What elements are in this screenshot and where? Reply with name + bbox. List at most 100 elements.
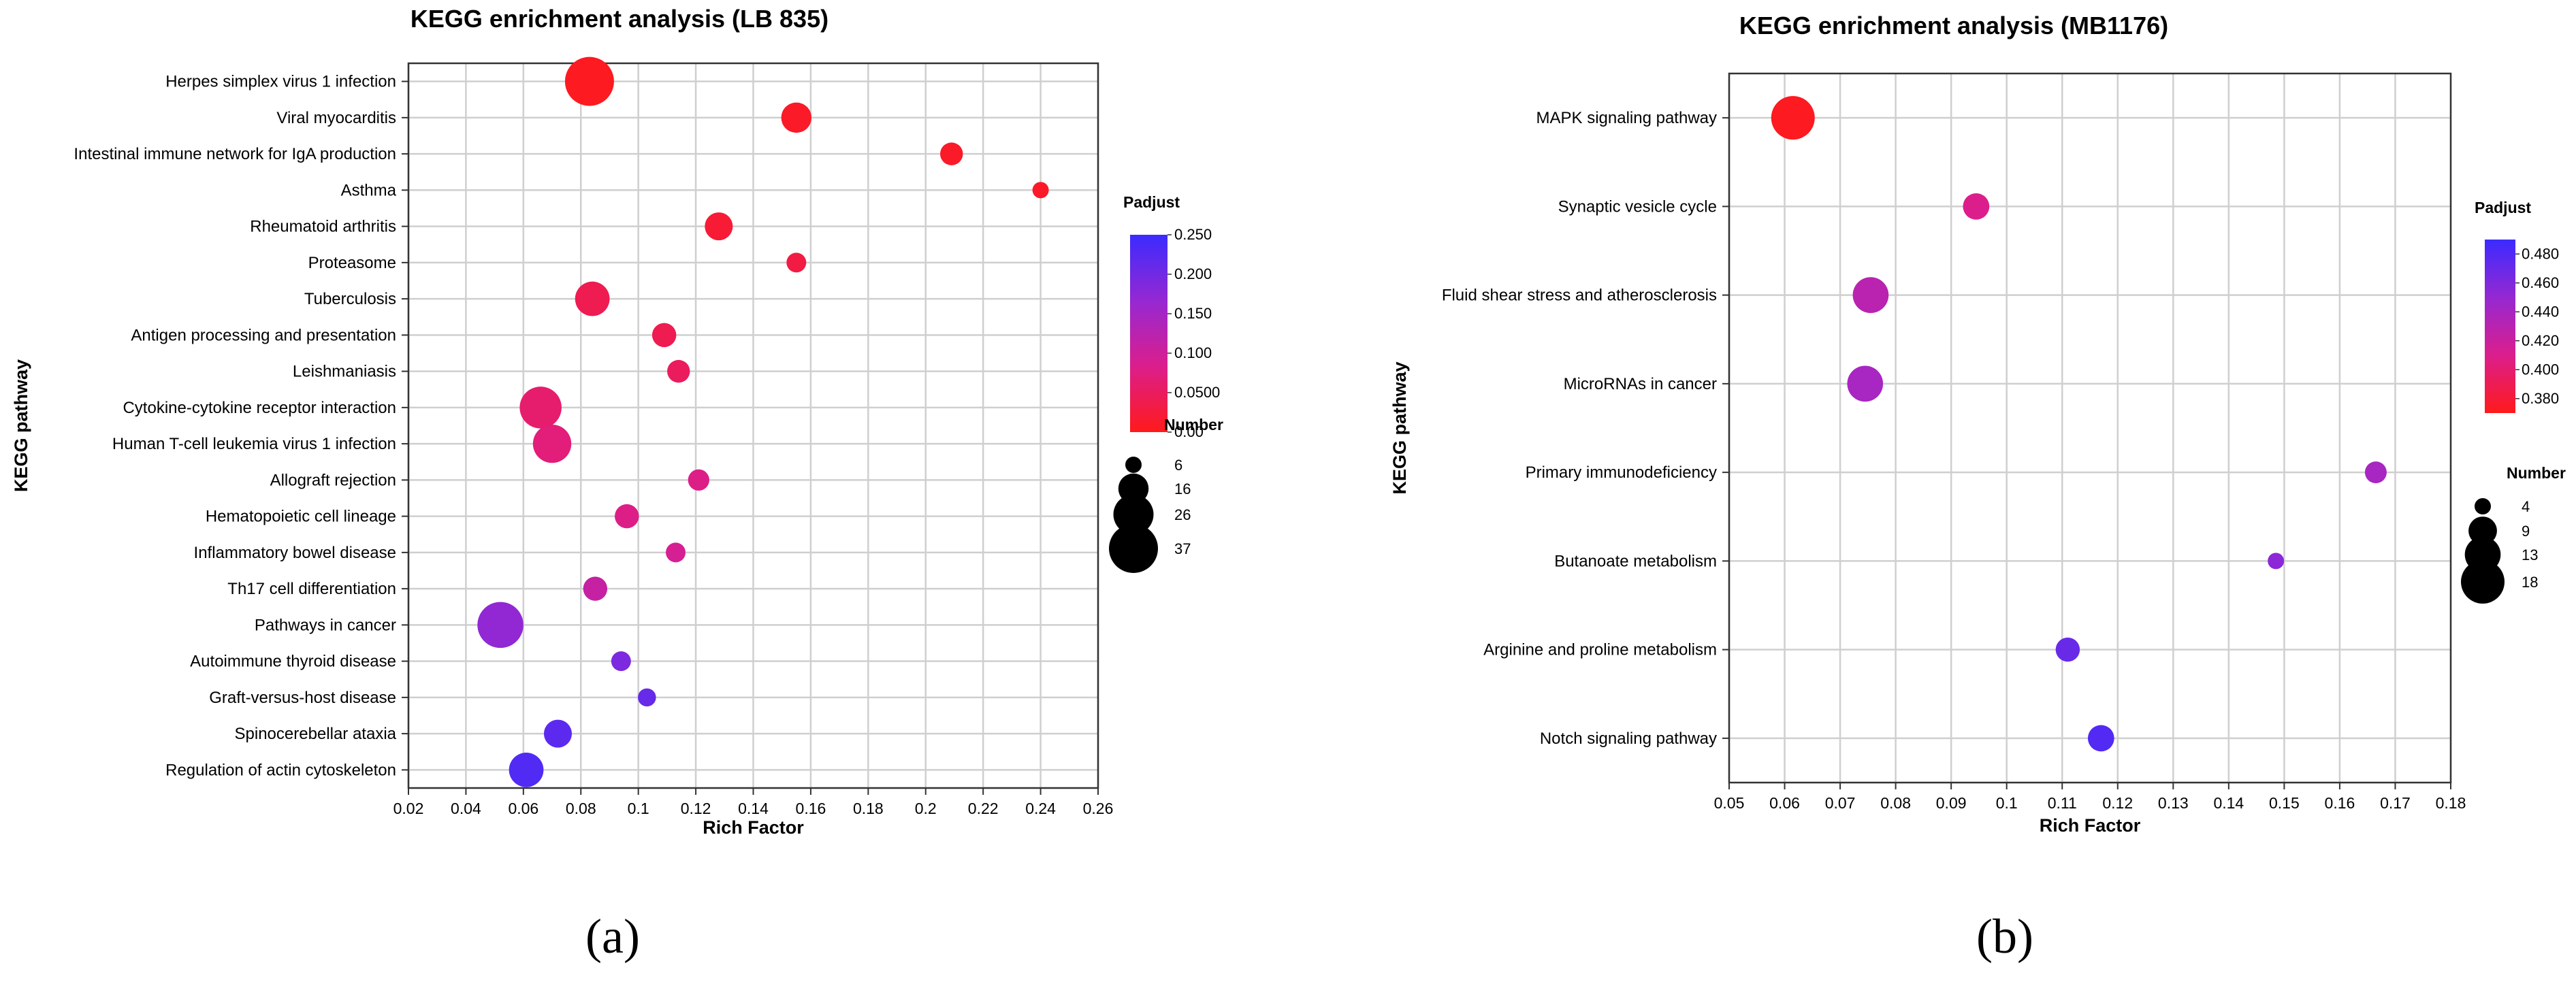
data-point [638, 688, 656, 707]
category-label: Herpes simplex virus 1 infection [165, 73, 396, 91]
category-label: Spinocerebellar ataxia [235, 725, 397, 743]
y-axis-title: KEGG pathway [1389, 361, 1410, 494]
color-bar [2485, 240, 2515, 413]
category-label: Asthma [341, 181, 397, 199]
size-legend-dot [1125, 457, 1142, 473]
category-label: Synaptic vesicle cycle [1558, 197, 1717, 216]
x-tick-label: 0.06 [508, 800, 538, 817]
category-label: Leishmaniasis [293, 363, 396, 381]
data-point [1963, 193, 1990, 220]
color-tick-label: 0.440 [2522, 303, 2559, 320]
chart-panel-b: KEGG enrichment analysis (MB1176) 0.05 0.0… [1389, 12, 2566, 964]
data-point [786, 252, 807, 273]
category-label: Pathways in cancer [255, 616, 396, 634]
x-tick-label: 0.1 [628, 800, 649, 817]
data-point [651, 323, 677, 348]
color-tick-label: 0.400 [2522, 361, 2559, 378]
grid [407, 63, 1099, 788]
size-legend-label: 18 [2522, 574, 2538, 591]
data-point [705, 212, 733, 241]
x-tick-label: 0.08 [566, 800, 596, 817]
x-tick-label: 0.09 [1936, 794, 1967, 812]
size-legend-dot [1113, 494, 1154, 535]
x-axis-title: Rich Factor [2040, 815, 2141, 836]
color-legend-title: Padjust [2475, 199, 2531, 216]
color-tick-label: 0.480 [2522, 245, 2559, 262]
data-point [615, 504, 639, 529]
data-point [1852, 277, 1889, 313]
x-tick-label: 0.24 [1025, 800, 1056, 817]
category-label: Butanoate metabolism [1554, 552, 1717, 570]
data-point [543, 719, 573, 748]
x-tick-label: 0.1 [1996, 794, 2018, 812]
x-tick-label: 0.08 [1880, 794, 1911, 812]
size-legend-label: 4 [2522, 498, 2530, 515]
category-label: Human T-cell leukemia virus 1 infection [112, 435, 396, 453]
color-tick-label: 0.150 [1174, 305, 1212, 322]
data-point [781, 102, 812, 133]
size-legend-label: 26 [1174, 506, 1191, 523]
size-legend-title: Number [1164, 416, 1223, 433]
data-point [575, 281, 610, 316]
category-label: Rheumatoid arthritis [250, 218, 396, 236]
category-label: Hematopoietic cell lineage [206, 508, 396, 526]
data-point [1032, 182, 1049, 199]
y-axis-title: KEGG pathway [11, 359, 31, 492]
x-tick-label: 0.05 [1714, 794, 1745, 812]
size-legend-title: Number [2507, 464, 2566, 482]
x-tick-label: 0.14 [738, 800, 769, 817]
color-tick-label: 0.0500 [1174, 384, 1220, 401]
data-point [688, 469, 709, 491]
color-bar [1130, 235, 1168, 432]
x-tick-label: 0.18 [853, 800, 884, 817]
category-label: MAPK signaling pathway [1536, 109, 1717, 127]
category-label: Fluid shear stress and atherosclerosis [1442, 286, 1717, 305]
x-tick-label: 0.26 [1083, 800, 1114, 817]
data-point [519, 387, 562, 429]
color-tick-label: 0.100 [1174, 344, 1212, 361]
category-label: Tuberculosis [304, 290, 396, 308]
color-tick-label: 0.250 [1174, 226, 1212, 243]
color-legend-title: Padjust [1123, 193, 1180, 211]
x-tick-label: 0.16 [2325, 794, 2355, 812]
data-point [666, 542, 686, 563]
data-point [509, 753, 544, 787]
category-label: Arginine and proline metabolism [1483, 641, 1717, 659]
category-label: Antigen processing and presentation [131, 326, 396, 344]
category-label: Primary immunodeficiency [1526, 463, 1717, 482]
size-legend-dot [2475, 498, 2491, 514]
data-point [532, 424, 572, 463]
grid [1728, 73, 2452, 783]
panel-label: (b) [1976, 909, 2033, 964]
data-point [2268, 553, 2285, 570]
data-point [583, 576, 608, 601]
category-label: Notch signaling pathway [1540, 729, 1717, 748]
chart-title: KEGG enrichment analysis (LB 835) [410, 5, 828, 33]
x-tick-label: 0.2 [915, 800, 937, 817]
x-tick-label: 0.18 [2436, 794, 2466, 812]
x-tick-label: 0.13 [2158, 794, 2189, 812]
x-tick-label: 0.07 [1825, 794, 1856, 812]
data-point [611, 651, 631, 672]
category-label: Proteasome [308, 254, 396, 272]
color-tick-label: 0.200 [1174, 265, 1212, 282]
data-point [2087, 725, 2114, 752]
x-tick-label: 0.22 [968, 800, 999, 817]
x-tick-label: 0.06 [1769, 794, 1800, 812]
category-label: Th17 cell differentiation [227, 580, 396, 598]
category-label: Cytokine-cytokine receptor interaction [123, 399, 396, 417]
x-tick-label: 0.12 [2102, 794, 2133, 812]
x-tick-label: 0.17 [2380, 794, 2411, 812]
data-point [564, 56, 614, 106]
size-legend-label: 6 [1174, 457, 1182, 474]
size-legend-dot [2468, 516, 2497, 545]
size-legend-label: 9 [2522, 523, 2530, 540]
size-legend-label: 16 [1174, 480, 1191, 497]
chart-panel-a: KEGG enrichment analysis (LB 835) 0.02 0.0… [11, 5, 1223, 964]
category-label: Autoimmune thyroid disease [190, 653, 396, 671]
category-label: Intestinal immune network for IgA produc… [74, 145, 396, 163]
category-label: Viral myocarditis [276, 109, 396, 127]
size-legend-label: 13 [2522, 546, 2538, 563]
size-legend-dot [2461, 560, 2505, 604]
